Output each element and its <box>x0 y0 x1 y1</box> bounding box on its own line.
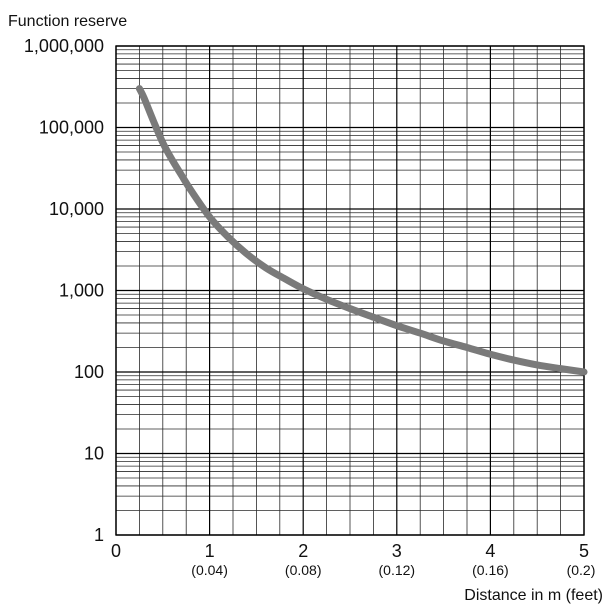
y-tick-label: 1,000 <box>59 281 104 301</box>
x-tick-label: 4 <box>485 541 495 561</box>
x-tick-label: 5 <box>579 541 589 561</box>
x-tick-label: 3 <box>392 541 402 561</box>
y-axis-title: Function reserve <box>8 13 127 30</box>
series-layer <box>135 85 588 376</box>
y-tick-labels: 1 10 100 1,000 10,000 100,000 1,000,000 <box>24 36 104 545</box>
plot-frame <box>115 45 585 536</box>
y-tick-label: 10,000 <box>49 199 104 219</box>
x-tick-label: 2 <box>298 541 308 561</box>
function-reserve-curve <box>135 85 588 376</box>
x-tick-labels: 0 1(0.04) 2(0.08) 3(0.12) 4(0.16) 5(0.2) <box>111 541 595 578</box>
x-axis-title: Distance in m (feet) <box>464 587 603 604</box>
y-tick-label: 1,000,000 <box>24 36 104 56</box>
y-tick-label: 100 <box>74 362 104 382</box>
y-tick-label: 10 <box>84 444 104 464</box>
x-tick-label: 0 <box>111 541 121 561</box>
x-tick-label: 1 <box>205 541 215 561</box>
y-tick-label: 100,000 <box>39 118 104 138</box>
x-tick-sublabel: (0.04) <box>191 562 228 578</box>
y-tick-label: 1 <box>94 525 104 545</box>
x-tick-sublabel: (0.16) <box>472 562 509 578</box>
x-tick-sublabel: (0.2) <box>567 562 596 578</box>
x-tick-sublabel: (0.12) <box>379 562 416 578</box>
x-tick-sublabel: (0.08) <box>285 562 322 578</box>
